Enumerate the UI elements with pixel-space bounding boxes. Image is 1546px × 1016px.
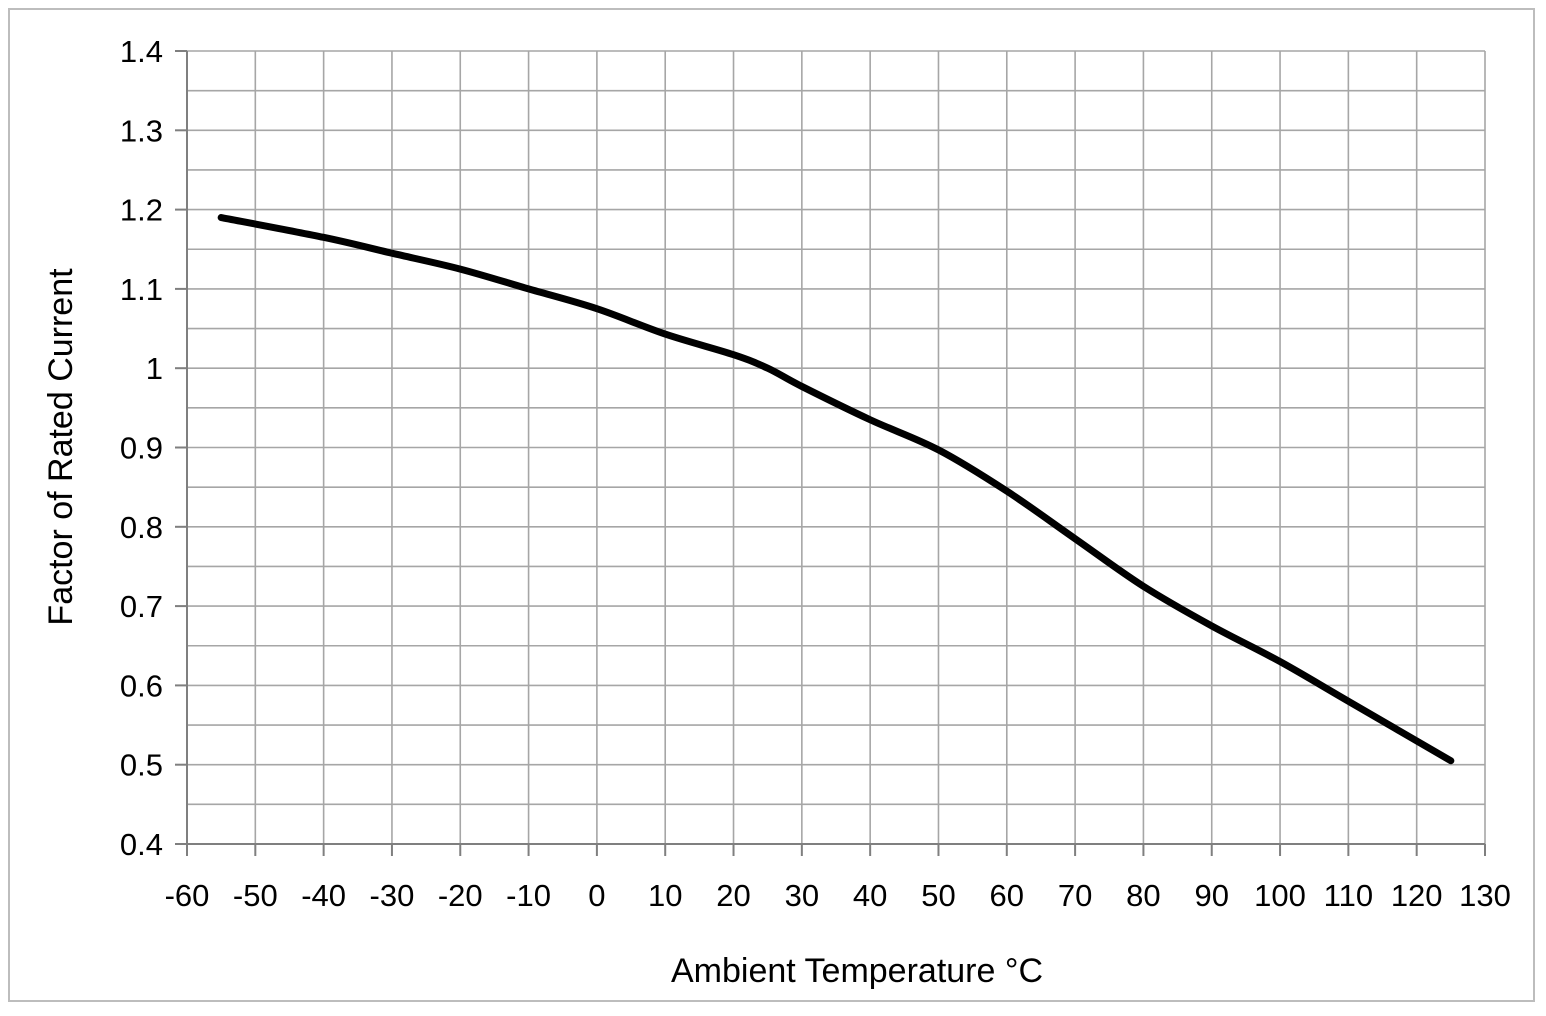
- series-layer: [217, 214, 1455, 765]
- tick-labels: 0.4 0.5 0.6 0.7 0.8 0.9 1 1.1 1.2 1.3 1.4 -60 -50 -40…: [120, 34, 1511, 913]
- x-tick-label: 90: [1194, 878, 1228, 913]
- x-axis-title: Ambient Temperature °C: [671, 952, 1043, 990]
- x-tick-label: -30: [370, 878, 415, 913]
- x-tick-label: 60: [990, 878, 1024, 913]
- y-tick-label: 0.9: [120, 431, 163, 466]
- x-tick-label: -60: [165, 878, 210, 913]
- x-tick-label: 50: [921, 878, 955, 913]
- y-tick-label: 1: [146, 351, 163, 386]
- x-tick-label: -40: [301, 878, 346, 913]
- x-tick-label: 130: [1459, 878, 1511, 913]
- y-tick-label: 0.5: [120, 748, 163, 783]
- x-tick-label: 80: [1126, 878, 1160, 913]
- y-tick-label: 1.1: [120, 272, 163, 307]
- y-tick-label: 1.4: [120, 34, 163, 69]
- y-tick-label: 0.6: [120, 668, 163, 703]
- x-tick-label: -10: [506, 878, 551, 913]
- y-tick-label: 0.8: [120, 510, 163, 545]
- y-tick-label: 1.2: [120, 193, 163, 228]
- series-line: [217, 214, 1455, 765]
- x-tick-label: 70: [1058, 878, 1092, 913]
- y-tick-label: 0.7: [120, 589, 163, 624]
- x-tick-label: 100: [1254, 878, 1306, 913]
- x-tick-label: 0: [588, 878, 605, 913]
- x-tick-label: 120: [1391, 878, 1443, 913]
- y-tick-label: 1.3: [120, 113, 163, 148]
- x-tick-label: 110: [1324, 878, 1373, 913]
- x-tick-label: -50: [233, 878, 278, 913]
- x-tick-label: 20: [716, 878, 750, 913]
- axis-ticks: [175, 50, 1486, 856]
- x-tick-label: 40: [853, 878, 887, 913]
- x-tick-label: 10: [648, 878, 682, 913]
- grid-lines: [186, 50, 1486, 845]
- x-tick-label: 30: [785, 878, 819, 913]
- x-tick-label: -20: [438, 878, 483, 913]
- y-axis-title: Factor of Rated Current: [42, 268, 80, 626]
- y-tick-label: 0.4: [120, 827, 163, 862]
